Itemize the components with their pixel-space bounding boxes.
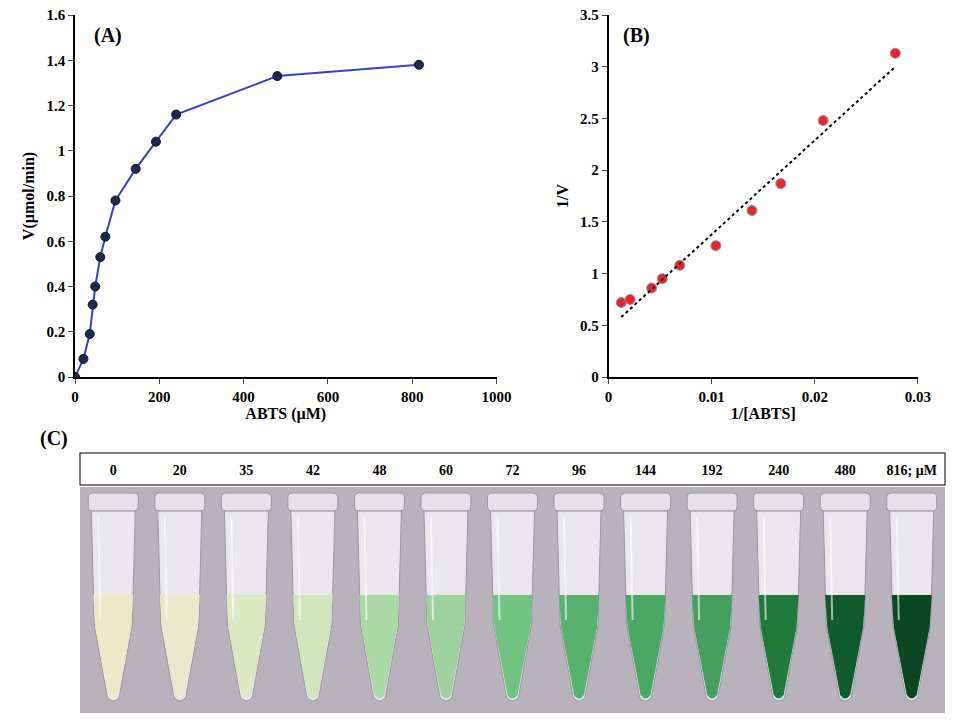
- svg-text:800: 800: [401, 389, 424, 405]
- svg-text:1000: 1000: [482, 389, 512, 405]
- svg-text:42: 42: [306, 463, 320, 478]
- svg-text:3.5: 3.5: [580, 7, 599, 23]
- svg-text:(C): (C): [40, 427, 68, 450]
- svg-text:400: 400: [232, 389, 255, 405]
- svg-text:240: 240: [768, 463, 789, 478]
- svg-text:ABTS (µM): ABTS (µM): [245, 405, 326, 423]
- svg-text:0.8: 0.8: [47, 188, 66, 204]
- svg-text:72: 72: [506, 463, 520, 478]
- svg-text:60: 60: [439, 463, 453, 478]
- svg-text:0.6: 0.6: [47, 234, 66, 250]
- svg-text:0.2: 0.2: [47, 324, 66, 340]
- svg-text:V(µmol/min): V(µmol/min): [20, 152, 38, 240]
- svg-text:1/V: 1/V: [554, 184, 571, 208]
- svg-text:48: 48: [372, 463, 386, 478]
- svg-text:96: 96: [572, 463, 586, 478]
- svg-text:1.4: 1.4: [47, 53, 66, 69]
- svg-text:144: 144: [635, 463, 656, 478]
- svg-text:2.5: 2.5: [580, 111, 599, 127]
- svg-text:480: 480: [835, 463, 856, 478]
- svg-text:0: 0: [605, 389, 613, 405]
- svg-text:0.03: 0.03: [905, 389, 931, 405]
- svg-text:0: 0: [58, 369, 66, 385]
- svg-text:3: 3: [591, 59, 599, 75]
- svg-text:0.01: 0.01: [699, 389, 725, 405]
- svg-text:1.2: 1.2: [47, 98, 66, 114]
- svg-text:(A): (A): [94, 24, 122, 47]
- svg-text:1.6: 1.6: [47, 7, 66, 23]
- svg-text:600: 600: [317, 389, 340, 405]
- svg-text:0.5: 0.5: [580, 318, 599, 334]
- svg-text:816; μM: 816; μM: [887, 463, 937, 478]
- svg-text:0: 0: [591, 369, 599, 385]
- svg-text:0: 0: [110, 463, 117, 478]
- svg-text:0.02: 0.02: [802, 389, 828, 405]
- svg-text:1: 1: [591, 266, 599, 282]
- svg-text:(B): (B): [623, 24, 650, 47]
- svg-text:35: 35: [239, 463, 253, 478]
- svg-text:1/[ABTS]: 1/[ABTS]: [731, 405, 796, 422]
- svg-text:0: 0: [71, 389, 79, 405]
- svg-text:1: 1: [58, 143, 66, 159]
- svg-text:20: 20: [173, 463, 187, 478]
- svg-text:192: 192: [702, 463, 723, 478]
- svg-text:1.5: 1.5: [580, 214, 599, 230]
- svg-text:0.4: 0.4: [47, 279, 66, 295]
- svg-text:2: 2: [591, 162, 599, 178]
- svg-text:200: 200: [148, 389, 171, 405]
